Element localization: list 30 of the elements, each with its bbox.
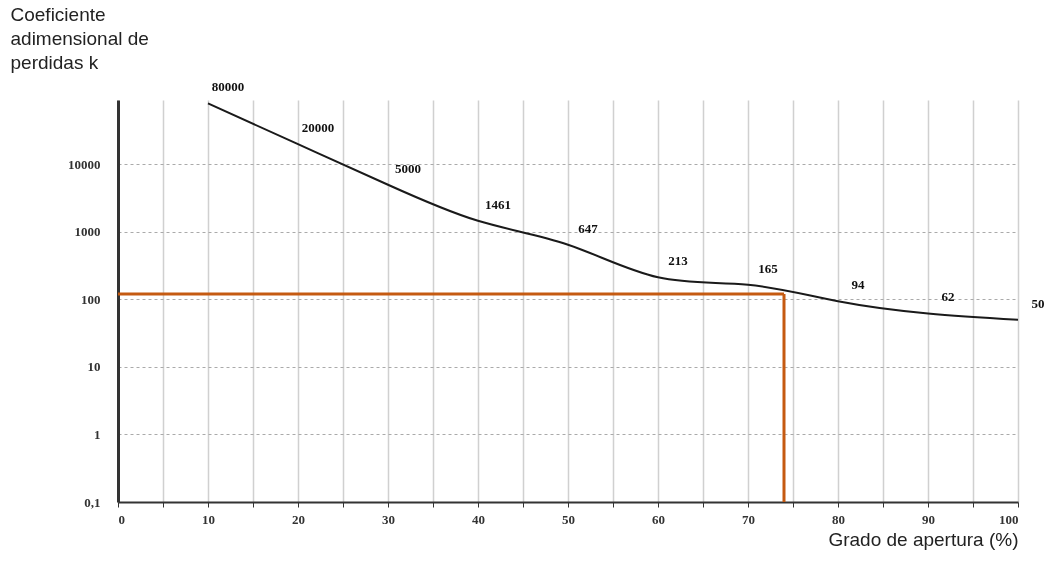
data-label: 647 [578, 220, 599, 236]
y-tick-label: 1000 [74, 224, 101, 240]
y-tick-label: 0,1 [84, 494, 101, 510]
y-tick-label: 100 [81, 291, 101, 307]
y-tick-label: 10 [87, 359, 101, 375]
x-tick-label: 10 [202, 511, 215, 527]
y-axis-title: Coeficiente adimensional de perdidas k [10, 3, 149, 73]
data-label: 62 [941, 289, 955, 305]
x-tick-label: 70 [742, 511, 755, 527]
data-label: 50 [1031, 295, 1045, 311]
x-tick-label: 30 [382, 511, 395, 527]
data-label: 94 [851, 277, 865, 293]
x-tick-label: 20 [292, 511, 305, 527]
x-tick-label: 50 [562, 511, 575, 527]
data-label: 80000 [211, 79, 245, 95]
x-tick-label: 90 [922, 511, 935, 527]
x-tick-label: 100 [999, 511, 1019, 527]
x-axis-title: Grado de apertura (%) [828, 528, 1019, 550]
y-tick-label: 1 [94, 426, 101, 442]
x-tick-label: 80 [832, 511, 845, 527]
data-label: 213 [668, 253, 689, 269]
x-tick-label: 0 [118, 511, 125, 527]
data-label: 5000 [395, 160, 421, 176]
data-label: 165 [758, 260, 779, 276]
data-label: 1461 [485, 196, 511, 212]
data-label: 20000 [301, 120, 335, 136]
y-tick-label: 10000 [68, 156, 101, 172]
x-tick-label: 60 [652, 511, 665, 527]
x-tick-label: 40 [472, 511, 485, 527]
line-series [207, 102, 1019, 321]
